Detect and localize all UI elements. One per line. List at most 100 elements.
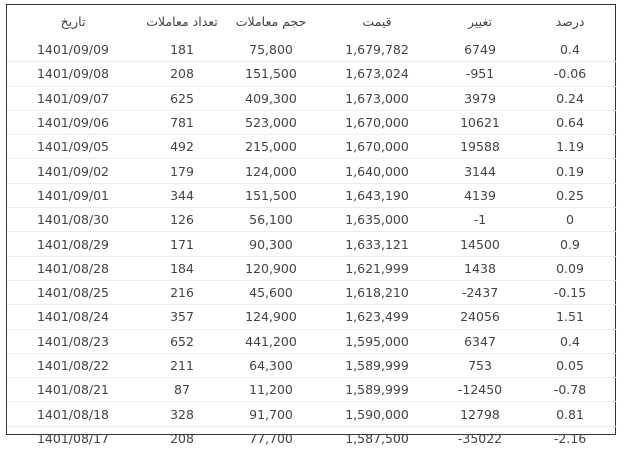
- table-cell: 0: [523, 207, 617, 232]
- table-cell: 19588: [437, 134, 523, 159]
- table-cell: 11,200: [225, 377, 317, 402]
- table-cell: 409,300: [225, 85, 317, 111]
- table-row: 1401/09/01 344 151,500 1,643,190 4139 0.25: [7, 182, 617, 208]
- table-cell: 6749: [464, 42, 496, 58]
- table-row: 1401/08/25 216 45,600 1,618,210 -2437 -0.15: [7, 279, 617, 305]
- table-cell: 1,679,782: [345, 42, 409, 58]
- table-row: 1401/09/05 492 215,000 1,670,000 19588 1.19: [7, 134, 617, 159]
- table-cell: 0.05: [523, 352, 617, 378]
- table-cell: 1,635,000: [317, 207, 437, 232]
- table-cell: 56,100: [225, 207, 317, 232]
- column-header: درصد: [555, 14, 585, 29]
- table-cell: 75,800: [249, 42, 293, 58]
- table-cell: 184: [139, 255, 225, 281]
- table-frame: تاریخ تعداد معاملات حجم معاملات قیمت تغییر در…: [6, 4, 617, 450]
- table-cell: 12798: [437, 401, 523, 427]
- table-cell: 1,670,000: [317, 134, 437, 159]
- table-row: 1401/09/07 625 409,300 1,673,000 3979 0.24: [7, 85, 617, 111]
- table-cell: 0.24: [523, 85, 617, 111]
- table-cell: 1401/08/18: [7, 401, 139, 427]
- table-row: 1401/08/24 357 124,900 1,623,499 24056 1.51: [7, 304, 617, 330]
- table-cell: 1,623,499: [317, 304, 437, 330]
- table-row: 1401/09/09 181 75,800 1,679,782 6749 0.4: [7, 38, 617, 62]
- table-cell: 126: [139, 207, 225, 232]
- table-cell: 1,643,190: [317, 182, 437, 208]
- table-cell: 90,300: [225, 231, 317, 257]
- data-table: تاریخ تعداد معاملات حجم معاملات قیمت تغییر در…: [7, 5, 617, 450]
- table-cell: -2437: [437, 279, 523, 305]
- table-cell: 1,618,210: [317, 279, 437, 305]
- table-cell: 1401/08/28: [7, 255, 139, 281]
- table-row: 1401/08/18 328 91,700 1,590,000 12798 0.81: [7, 401, 617, 427]
- table-cell: 523,000: [225, 109, 317, 135]
- table-cell: 1401/08/29: [7, 231, 139, 257]
- table-cell: 0.64: [523, 109, 617, 135]
- table-cell: 216: [139, 279, 225, 305]
- table-cell: 1.19: [523, 134, 617, 159]
- table-cell: 91,700: [225, 401, 317, 427]
- table-cell: 0.81: [523, 401, 617, 427]
- table-cell: -12450: [437, 377, 523, 402]
- table-cell: 1401/09/08: [7, 61, 139, 87]
- table-cell: 4139: [437, 182, 523, 208]
- table-cell: 120,900: [225, 255, 317, 281]
- table-cell: 0.4: [523, 328, 617, 354]
- table-cell: 1,673,024: [317, 61, 437, 87]
- table-cell: 124,000: [225, 158, 317, 184]
- table-cell: 0.4: [560, 42, 580, 58]
- table-cell: 1401/09/06: [7, 109, 139, 135]
- column-header: قیمت: [362, 14, 392, 29]
- table-cell: 753: [437, 352, 523, 378]
- table-cell: 1401/09/09: [36, 42, 110, 58]
- table-cell: 441,200: [225, 328, 317, 354]
- column-header: تغییر: [468, 14, 492, 29]
- table-cell: 1401/09/02: [7, 158, 139, 184]
- table-cell: 1,587,500: [317, 425, 437, 450]
- table-cell: 151,500: [225, 61, 317, 87]
- table-cell: 1,589,999: [317, 377, 437, 402]
- table-cell: 181: [170, 42, 194, 58]
- table-cell: 208: [139, 61, 225, 87]
- table-cell: 1401/08/23: [7, 328, 139, 354]
- header-row: تاریخ تعداد معاملات حجم معاملات قیمت تغییر در…: [7, 5, 617, 38]
- table-cell: 1401/09/05: [7, 134, 139, 159]
- table-cell: 14500: [437, 231, 523, 257]
- column-header: تاریخ: [60, 14, 86, 29]
- table-cell: 1401/08/30: [7, 207, 139, 232]
- table-cell: -0.78: [523, 377, 617, 402]
- table-row: 1401/08/23 652 441,200 1,595,000 6347 0.4: [7, 328, 617, 354]
- table-cell: 1,590,000: [317, 401, 437, 427]
- table-cell: 179: [139, 158, 225, 184]
- table-cell: -35022: [437, 425, 523, 450]
- table-cell: 1,595,000: [317, 328, 437, 354]
- table-cell: 3979: [437, 85, 523, 111]
- table-cell: 781: [139, 109, 225, 135]
- table-cell: 1401/08/25: [7, 279, 139, 305]
- table-cell: 1401/08/24: [7, 304, 139, 330]
- table-cell: 24056: [437, 304, 523, 330]
- table-cell: 1,589,999: [317, 352, 437, 378]
- table-cell: 1401/08/17: [7, 425, 139, 450]
- table-cell: 1401/08/21: [7, 377, 139, 402]
- table-row: 1401/08/17 208 77,700 1,587,500 -35022 -2.16: [7, 425, 617, 450]
- table-cell: 1.51: [523, 304, 617, 330]
- table-cell: 171: [139, 231, 225, 257]
- table-cell: 211: [139, 352, 225, 378]
- table-cell: -0.06: [523, 61, 617, 87]
- table-cell: 10621: [437, 109, 523, 135]
- table-cell: 0.19: [523, 158, 617, 184]
- table-cell: -951: [437, 61, 523, 87]
- table-cell: 0.09: [523, 255, 617, 281]
- table-cell: 1,621,999: [317, 255, 437, 281]
- table-cell: 151,500: [225, 182, 317, 208]
- table-cell: 64,300: [225, 352, 317, 378]
- table-cell: 124,900: [225, 304, 317, 330]
- table-cell: -2.16: [523, 425, 617, 450]
- table-body: 1401/09/09 181 75,800 1,679,782 6749 0.4 1401/…: [7, 38, 617, 450]
- column-header: حجم معاملات: [235, 14, 307, 29]
- table-cell: -0.15: [523, 279, 617, 305]
- table-cell: 625: [139, 85, 225, 111]
- table-cell: 45,600: [225, 279, 317, 305]
- table-cell: 1438: [437, 255, 523, 281]
